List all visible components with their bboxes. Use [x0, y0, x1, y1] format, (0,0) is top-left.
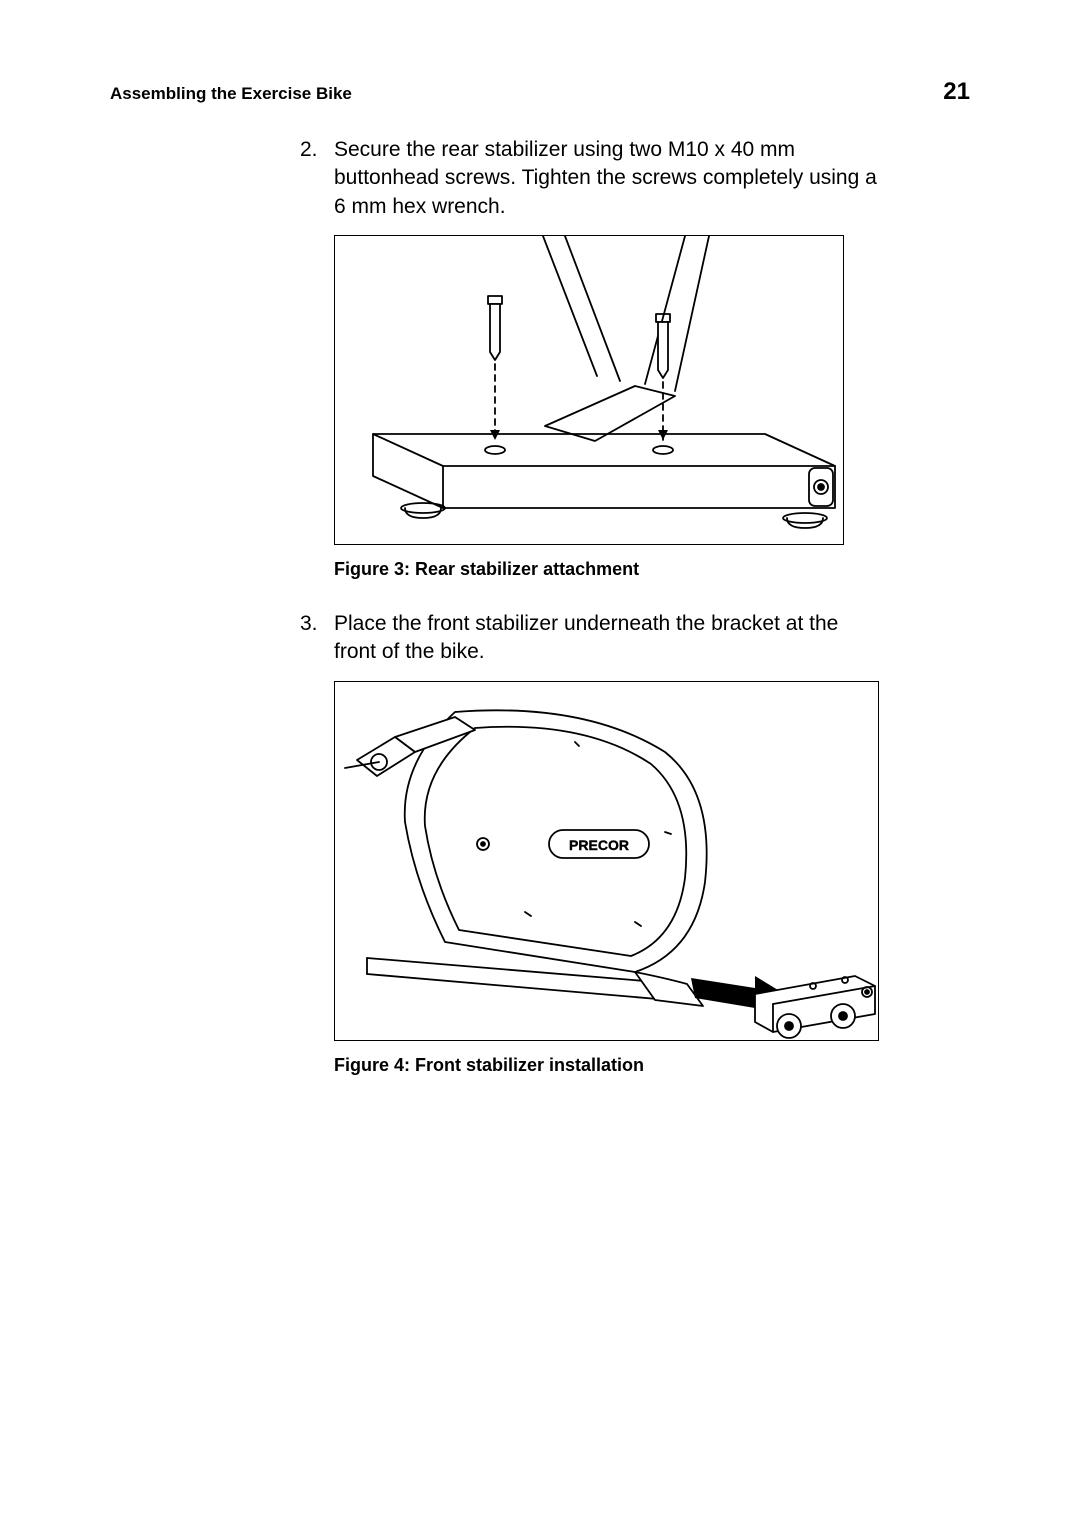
step-text: Secure the rear stabilizer using two M10… — [334, 136, 880, 221]
figure-4-caption: Figure 4: Front stabilizer installation — [334, 1055, 880, 1076]
step-number: 3. — [300, 610, 334, 638]
page-header: Assembling the Exercise Bike 21 — [110, 78, 970, 106]
figure-4-box: PRECOR — [334, 681, 879, 1041]
page-number: 21 — [943, 78, 970, 106]
manual-page: Assembling the Exercise Bike 21 2. Secur… — [0, 0, 1080, 1535]
content-column: 2. Secure the rear stabilizer using two … — [300, 136, 880, 1076]
front-stabilizer-diagram: PRECOR — [335, 682, 880, 1042]
step-3: 3. Place the front stabilizer underneath… — [300, 610, 880, 667]
step-text: Place the front stabilizer underneath th… — [334, 610, 880, 667]
step-number: 2. — [300, 136, 334, 164]
svg-text:PRECOR: PRECOR — [569, 837, 629, 853]
section-title: Assembling the Exercise Bike — [110, 84, 352, 104]
rear-stabilizer-diagram — [335, 236, 845, 546]
step-2: 2. Secure the rear stabilizer using two … — [300, 136, 880, 221]
figure-3-box — [334, 235, 844, 545]
figure-3-caption: Figure 3: Rear stabilizer attachment — [334, 559, 880, 580]
